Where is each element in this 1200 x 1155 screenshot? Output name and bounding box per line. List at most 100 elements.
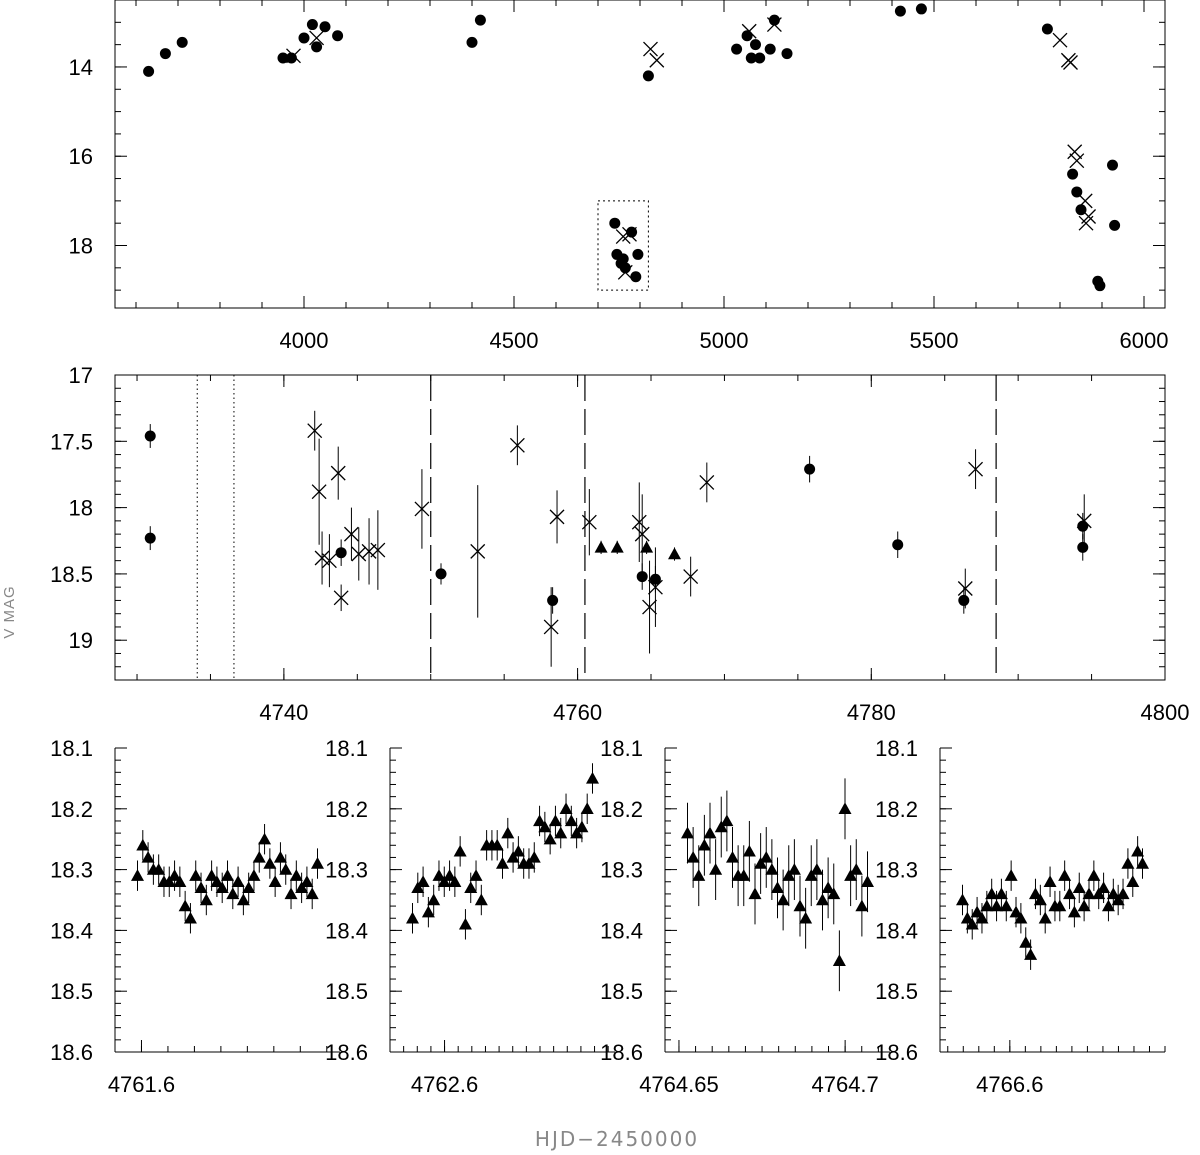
plot-frame — [114, 374, 1166, 681]
data-point-triangle — [1053, 899, 1067, 912]
data-point-circle — [892, 539, 904, 551]
data-point-triangle — [586, 771, 599, 784]
y-tick-label: 18.5 — [50, 979, 93, 1004]
data-point-triangle — [474, 893, 488, 906]
data-point-triangle — [771, 881, 784, 894]
data-point-cross — [309, 30, 325, 46]
data-point-cross — [1069, 153, 1085, 169]
data-point-triangle — [548, 814, 562, 827]
data-point-triangle — [1121, 857, 1135, 869]
data-point-triangle — [432, 869, 446, 881]
data-point-cross — [617, 264, 633, 280]
data-point-cross — [549, 509, 565, 525]
data-point-triangle — [1043, 875, 1057, 887]
y-tick-label: 17 — [69, 363, 93, 388]
data-point-triangle — [782, 869, 796, 881]
data-point-circle — [1077, 541, 1089, 553]
data-point-triangle — [640, 540, 654, 553]
data-point-triangle — [1033, 893, 1047, 906]
data-point-circle — [741, 30, 753, 42]
data-point-triangle — [406, 911, 419, 924]
data-point-circle — [636, 571, 648, 583]
data-point-circle — [958, 594, 970, 606]
data-point-circle — [306, 19, 318, 31]
y-axis-label: V MAG — [1, 585, 18, 638]
data-point-triangle — [443, 869, 457, 881]
data-point-triangle — [570, 826, 584, 839]
panel-5: 4764.65 4764.7 18.1 18.2 18.3 18.4 18.5 18.6 — [600, 736, 890, 1097]
x-tick-label: 4764.7 — [811, 1072, 878, 1097]
data-point-cross — [699, 474, 715, 490]
data-point-circle — [1067, 168, 1079, 180]
data-point-cross — [351, 546, 367, 562]
data-point-triangle — [838, 802, 852, 814]
y-tick-label: 19 — [69, 628, 93, 653]
data-point-triangle — [416, 875, 430, 887]
data-point-triangle — [437, 875, 451, 887]
data-point-triangle — [496, 857, 509, 869]
data-point-triangle — [231, 875, 245, 887]
data-point-triangle — [1019, 936, 1033, 948]
data-point-triangle — [580, 802, 594, 814]
data-point-triangle — [305, 887, 319, 900]
data-point-triangle — [726, 850, 739, 863]
y-tick-label: 18.3 — [50, 858, 93, 883]
data-point-triangle — [173, 875, 187, 887]
data-point-cross — [1063, 55, 1078, 70]
data-point-triangle — [210, 875, 224, 887]
data-point-triangle — [1111, 893, 1125, 906]
data-point-cross — [1052, 32, 1068, 48]
x-tick-label: 4760 — [553, 700, 602, 725]
data-point-circle — [764, 43, 776, 55]
data-point-circle — [619, 262, 631, 274]
data-point-triangle — [538, 820, 552, 833]
data-point-cross — [1077, 193, 1093, 209]
data-point-cross — [642, 599, 658, 615]
y-tick-label: 18.3 — [875, 858, 918, 883]
y-tick-label: 18 — [69, 496, 93, 521]
data-point-triangle — [849, 863, 863, 875]
data-point-triangle — [709, 863, 723, 875]
data-point-triangle — [411, 881, 425, 894]
data-point-circle — [804, 463, 816, 475]
data-point-cross — [286, 48, 301, 64]
data-point-triangle — [1014, 911, 1028, 924]
y-tick-label: 18.5 — [325, 979, 368, 1004]
x-axis-label: HJD−2450000 — [535, 1127, 699, 1151]
data-point-triangle — [469, 869, 483, 881]
data-point-triangle — [226, 887, 240, 900]
data-point-triangle — [178, 899, 192, 912]
y-tick-label: 16 — [69, 144, 93, 169]
data-point-triangle — [205, 869, 219, 881]
data-point-triangle — [994, 887, 1008, 900]
data-point-cross — [741, 23, 757, 39]
data-point-triangle — [804, 869, 818, 881]
data-point-cross — [1067, 144, 1083, 160]
y-tick-label: 18.1 — [600, 736, 643, 761]
data-point-triangle — [668, 547, 682, 560]
data-point-triangle — [189, 869, 203, 881]
data-point-cross — [470, 543, 486, 559]
data-point-cross — [581, 514, 597, 530]
data-point-triangle — [453, 844, 467, 857]
data-point-circle — [754, 52, 766, 64]
data-point-circle — [547, 594, 559, 606]
data-point-circle — [277, 52, 289, 64]
data-point-triangle — [221, 869, 234, 881]
data-point-triangle — [748, 887, 762, 900]
data-point-cross — [634, 526, 650, 542]
data-point-triangle — [742, 844, 756, 857]
y-tick-label: 18.4 — [50, 918, 93, 943]
y-tick-label: 18.2 — [50, 797, 93, 822]
data-point-circle — [745, 52, 757, 64]
data-point-circle — [1077, 520, 1089, 532]
data-point-triangle — [1116, 887, 1130, 900]
panel-3: 4761.6 18.1 18.2 18.3 18.4 18.5 18.6 — [50, 736, 340, 1097]
data-point-cross — [622, 226, 637, 242]
data-point-circle — [435, 568, 447, 580]
data-point-triangle — [168, 869, 182, 881]
data-point-triangle — [268, 875, 282, 887]
data-point-triangle — [1067, 905, 1081, 918]
data-point-cross — [683, 569, 699, 585]
data-point-triangle — [765, 863, 779, 875]
